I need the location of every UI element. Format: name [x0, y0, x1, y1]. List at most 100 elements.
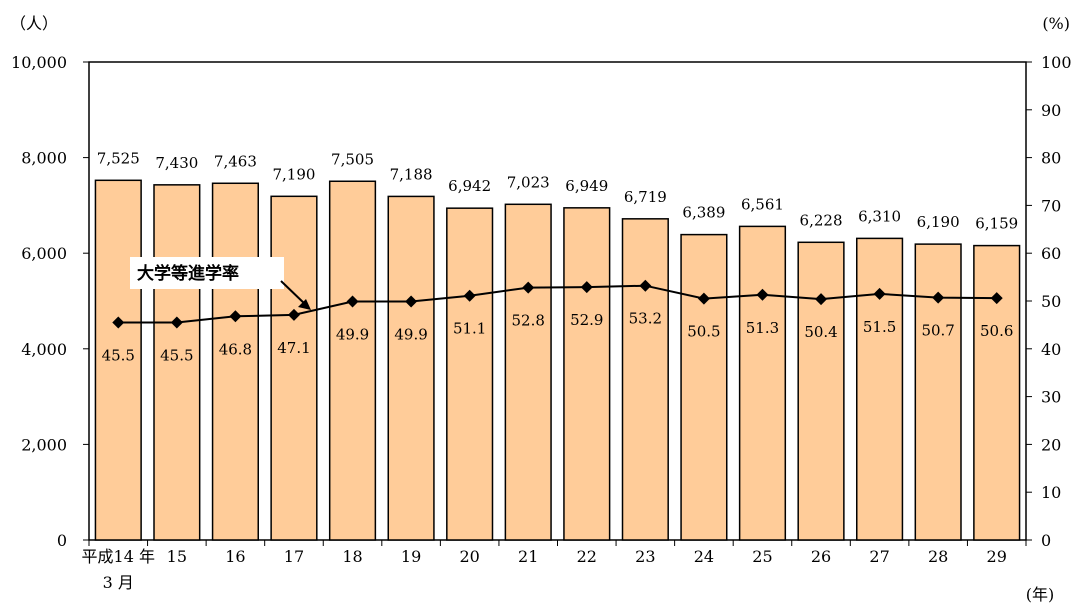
- rate-marker: [639, 279, 652, 292]
- rate-value-label: 49.9: [394, 325, 427, 343]
- bar-value-label: 6,949: [565, 177, 608, 195]
- right-tick-label: 10: [1041, 483, 1061, 502]
- rate-value-label: 50.6: [980, 322, 1013, 340]
- bar-value-label: 6,389: [682, 204, 725, 222]
- annotation-box: [130, 257, 284, 289]
- annotation-arrow: [280, 280, 308, 307]
- rate-line: [112, 279, 1003, 329]
- bar-value-label: 7,188: [390, 165, 433, 183]
- right-tick-label: 50: [1041, 292, 1061, 311]
- x-tick-label: 16: [225, 547, 245, 566]
- left-tick-label: 8,000: [21, 149, 67, 168]
- x-tick-label: 19: [401, 547, 421, 566]
- bar: [914, 243, 962, 541]
- x-tick-label: 15: [167, 547, 187, 566]
- x-tick-label: 23: [635, 547, 655, 566]
- x-tick-label: 20: [459, 547, 479, 566]
- bar: [94, 179, 142, 541]
- right-tick-label: 90: [1041, 101, 1061, 120]
- rate-value-label: 50.7: [921, 322, 954, 340]
- bar: [153, 184, 201, 541]
- left-tick-label: 10,000: [11, 53, 67, 72]
- right-tick-label: 70: [1041, 196, 1061, 215]
- x-tick-label: 18: [342, 547, 362, 566]
- rate-marker: [522, 281, 535, 294]
- x-tick-label: 26: [811, 547, 831, 566]
- x-tick-label: 29: [987, 547, 1007, 566]
- rate-marker: [170, 316, 183, 329]
- right-axis-unit: (%): [1042, 14, 1070, 33]
- rate-marker: [697, 292, 710, 305]
- bar-value-label: 6,310: [858, 207, 901, 225]
- rate-value-label: 50.4: [804, 323, 837, 341]
- bar-value-label: 6,719: [624, 188, 667, 206]
- bar-value-label: 6,228: [800, 211, 843, 229]
- rate-marker: [229, 310, 242, 323]
- bar-value-label: 7,190: [272, 165, 315, 183]
- data-labels: 7,525 7,430 7,463 7,190 7,505 7,188 6,942 7,023…: [97, 149, 1018, 364]
- bar-value-label: 6,561: [741, 195, 784, 213]
- left-tick-label: 2,000: [21, 435, 67, 454]
- rate-marker: [405, 295, 418, 308]
- rate-marker: [112, 316, 125, 329]
- bar-value-label: 6,942: [448, 177, 491, 195]
- right-tick-label: 40: [1041, 340, 1061, 359]
- bar-value-label: 7,430: [155, 154, 198, 172]
- bar-value-label: 6,190: [917, 213, 960, 231]
- bar-value-label: 7,023: [507, 173, 550, 191]
- rate-value-label: 50.5: [687, 323, 720, 341]
- rate-line-path: [118, 284, 997, 324]
- x-tick-label: 28: [928, 547, 948, 566]
- left-axis-unit: （人）: [10, 14, 58, 33]
- left-tick-label: 4,000: [21, 340, 67, 359]
- right-tick-label: 80: [1041, 149, 1061, 168]
- annotation: 大学等進学率: [130, 257, 311, 310]
- bar: [856, 237, 904, 541]
- bar: [621, 218, 669, 541]
- bar: [328, 180, 377, 541]
- bar-value-label: 7,505: [331, 150, 374, 168]
- rate-marker: [463, 289, 476, 302]
- bar: [211, 182, 259, 541]
- rate-value-label: 47.1: [277, 339, 310, 357]
- bar: [738, 225, 787, 541]
- right-tick-label: 60: [1041, 244, 1061, 263]
- bar-value-label: 7,463: [214, 152, 257, 170]
- annotation-arrowhead: [298, 299, 311, 310]
- bar: [446, 207, 494, 541]
- x-tick-label: 平成14 年: [82, 547, 155, 566]
- rate-marker: [990, 292, 1003, 305]
- rate-value-label: 49.9: [336, 325, 369, 343]
- rate-value-label: 52.8: [512, 312, 545, 330]
- x-tick-label-sub: 3 月: [103, 573, 134, 592]
- right-tick-label: 30: [1041, 388, 1061, 407]
- rate-value-label: 45.5: [102, 347, 135, 365]
- bar-value-label: 7,525: [97, 149, 140, 167]
- rate-value-label: 51.5: [863, 318, 896, 336]
- x-tick-label: 27: [869, 547, 889, 566]
- bar: [973, 244, 1021, 541]
- axes: 0 2,000 4,000 6,000 8,000 10,000 0 10 20 30 40 50 60…: [10, 14, 1072, 604]
- bar: [270, 195, 318, 541]
- x-tick-label: 24: [694, 547, 714, 566]
- rate-value-label: 53.2: [629, 310, 662, 328]
- rate-value-label: 46.8: [219, 340, 252, 358]
- x-tick-label: 17: [284, 547, 304, 566]
- rate-marker: [287, 308, 300, 321]
- left-tick-label: 6,000: [21, 244, 67, 263]
- annotation-text: 大学等進学率: [137, 263, 239, 284]
- rate-marker: [815, 293, 828, 306]
- bar: [797, 241, 845, 541]
- bar: [680, 233, 728, 541]
- bar: [387, 195, 435, 541]
- rate-value-label: 51.1: [453, 320, 486, 338]
- rate-value-label: 51.3: [746, 319, 779, 337]
- right-tick-label: 20: [1041, 435, 1061, 454]
- left-tick-label: 0: [57, 531, 67, 550]
- x-tick-label: 22: [577, 547, 597, 566]
- right-tick-label: 0: [1041, 531, 1051, 550]
- rate-marker: [756, 288, 769, 301]
- x-tick-label: 25: [752, 547, 772, 566]
- rate-marker: [346, 295, 359, 308]
